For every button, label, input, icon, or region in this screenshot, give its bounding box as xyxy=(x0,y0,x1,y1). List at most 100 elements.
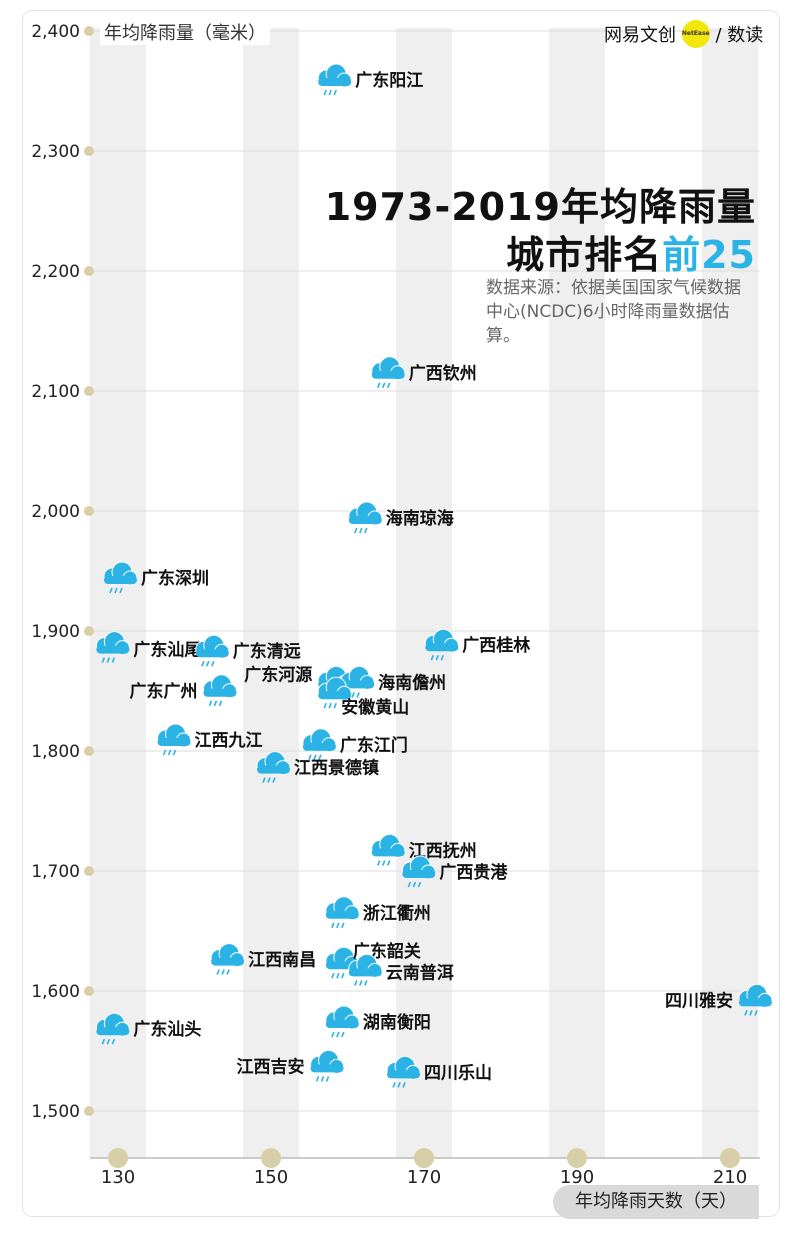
y-tick-label: 1,900 xyxy=(31,622,80,642)
data-point: 广东江门 xyxy=(302,728,408,761)
rain-drop xyxy=(201,660,205,667)
rain-cloud-icon xyxy=(371,833,406,866)
rain-cloud-icon xyxy=(157,723,192,756)
x-tick-label: 210 xyxy=(713,1167,747,1188)
point-label: 云南普洱 xyxy=(386,962,454,983)
brand-badge: NetEase xyxy=(681,20,710,48)
point-label: 广东河源 xyxy=(244,664,312,685)
data-point: 湖南衡阳 xyxy=(325,1005,431,1038)
source-note: 数据来源：依据美国国家气候数据中心(NCDC)6小时降雨量数据估算。 xyxy=(486,278,741,346)
point-label: 海南琼海 xyxy=(386,508,454,529)
rain-drop xyxy=(382,382,386,389)
rain-drop xyxy=(364,980,368,986)
rain-drop xyxy=(435,654,440,661)
rain-cloud-icon xyxy=(325,896,360,929)
rain-drop xyxy=(331,1031,335,1038)
rain-drop xyxy=(397,1082,401,1088)
data-point: 浙江衢州 xyxy=(325,896,431,929)
rain-cloud-icon xyxy=(325,946,360,979)
rain-cloud-icon xyxy=(317,676,352,709)
rain-cloud-icon xyxy=(386,1055,421,1088)
data-point: 广西桂林 xyxy=(424,628,530,661)
rain-drop xyxy=(109,587,113,594)
rain-drop xyxy=(351,692,355,698)
data-point: 江西抚州 xyxy=(371,833,477,866)
rain-drop xyxy=(206,660,210,667)
y-tick-label: 2,200 xyxy=(31,262,80,282)
y-tick-dot xyxy=(84,26,94,36)
rain-drop xyxy=(387,382,391,389)
y-tick-dot xyxy=(84,746,94,756)
rain-drop xyxy=(341,1031,345,1038)
y-tick-dot xyxy=(84,386,94,396)
x-tick-dot xyxy=(108,1148,128,1168)
data-point: 广东广州 xyxy=(129,674,237,707)
rain-drop xyxy=(272,777,276,783)
rain-drop xyxy=(267,777,271,783)
rain-drop xyxy=(216,969,220,975)
data-point: 广西钦州 xyxy=(371,356,477,389)
rain-drop xyxy=(315,1076,320,1082)
rain-drop xyxy=(308,754,312,761)
rain-drop xyxy=(331,972,335,979)
rain-drop xyxy=(226,969,230,975)
rain-drop xyxy=(354,527,358,534)
rain-drop xyxy=(412,881,417,888)
rain-cloud-icon xyxy=(348,953,383,986)
rain-drop xyxy=(318,754,322,761)
rain-cloud-icon xyxy=(371,356,406,389)
y-tick-label: 2,300 xyxy=(31,142,80,162)
rain-cloud-icon xyxy=(256,751,291,783)
rain-drop xyxy=(377,382,381,389)
rain-drop xyxy=(356,692,360,698)
rain-drop xyxy=(101,657,106,663)
cloud-base xyxy=(371,848,405,857)
x-tick-label: 170 xyxy=(407,1167,441,1188)
y-tick-dot xyxy=(84,266,94,276)
chart-title-line2: 城市排名前25 xyxy=(506,224,756,279)
rain-drop xyxy=(336,922,340,929)
rain-drop xyxy=(402,1082,406,1088)
x-tick-dot xyxy=(261,1148,281,1168)
rain-drop xyxy=(119,587,123,594)
rain-drop xyxy=(211,660,215,667)
point-label: 广东汕尾 xyxy=(133,640,201,661)
x-band-210 xyxy=(702,28,758,1158)
rain-drop xyxy=(754,1010,758,1016)
rain-drop xyxy=(313,754,317,761)
rain-drop xyxy=(172,749,177,756)
rain-drop xyxy=(323,702,327,709)
x-band-190 xyxy=(549,28,605,1158)
data-point: 云南普洱 xyxy=(348,953,454,986)
brand-logo: 网易文创 NetEase / 数读 xyxy=(604,20,763,48)
data-point: 广东清远 xyxy=(195,634,301,667)
y-tick-label: 1,800 xyxy=(31,742,80,762)
cloud-base xyxy=(425,643,459,652)
data-point: 海南儋州 xyxy=(340,665,446,698)
rain-drop xyxy=(114,587,118,594)
x-axis-title: 年均降雨天数（天） xyxy=(553,1185,759,1219)
point-label: 广西桂林 xyxy=(462,635,530,656)
chart-title-accent: 前25 xyxy=(662,233,756,277)
point-label: 江西抚州 xyxy=(409,840,477,861)
cloud-base xyxy=(96,1027,130,1036)
rain-drop xyxy=(440,654,445,661)
rain-drop xyxy=(331,922,335,929)
point-label: 江西九江 xyxy=(195,731,263,751)
rain-drop xyxy=(382,860,386,866)
cloud-base xyxy=(157,738,191,746)
rain-drop xyxy=(744,1010,748,1016)
point-label: 江西南昌 xyxy=(248,950,316,971)
y-tick-label: 2,400 xyxy=(31,22,80,42)
cloud-base xyxy=(318,691,352,700)
rain-drop xyxy=(208,700,213,707)
point-label: 湖南衡阳 xyxy=(363,1012,431,1033)
y-tick-label: 2,000 xyxy=(31,502,80,522)
rain-drop xyxy=(106,1038,111,1045)
rain-cloud-icon xyxy=(424,628,459,661)
rain-drop xyxy=(325,1076,330,1082)
y-tick-label: 1,600 xyxy=(31,982,80,1002)
cloud-base xyxy=(257,765,290,774)
data-point: 广东深圳 xyxy=(103,561,209,594)
rain-drop xyxy=(387,860,391,866)
